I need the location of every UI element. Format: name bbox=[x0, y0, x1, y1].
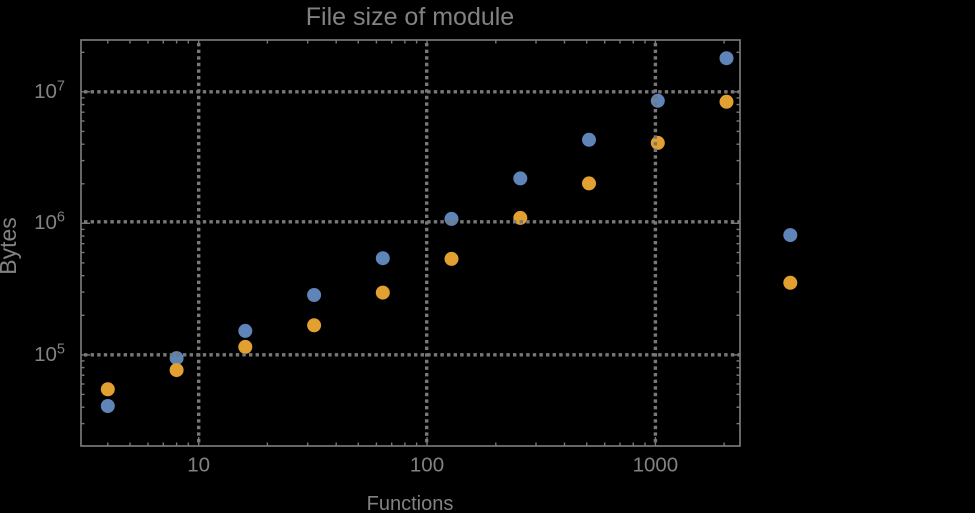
svg-text:1000: 1000 bbox=[633, 454, 679, 477]
svg-text:File size of module: File size of module bbox=[306, 3, 514, 31]
svg-text:10: 10 bbox=[187, 454, 210, 477]
svg-text:Bytes: Bytes bbox=[0, 217, 21, 275]
svg-text:Functions: Functions bbox=[367, 493, 454, 513]
svg-text:100: 100 bbox=[410, 454, 444, 477]
